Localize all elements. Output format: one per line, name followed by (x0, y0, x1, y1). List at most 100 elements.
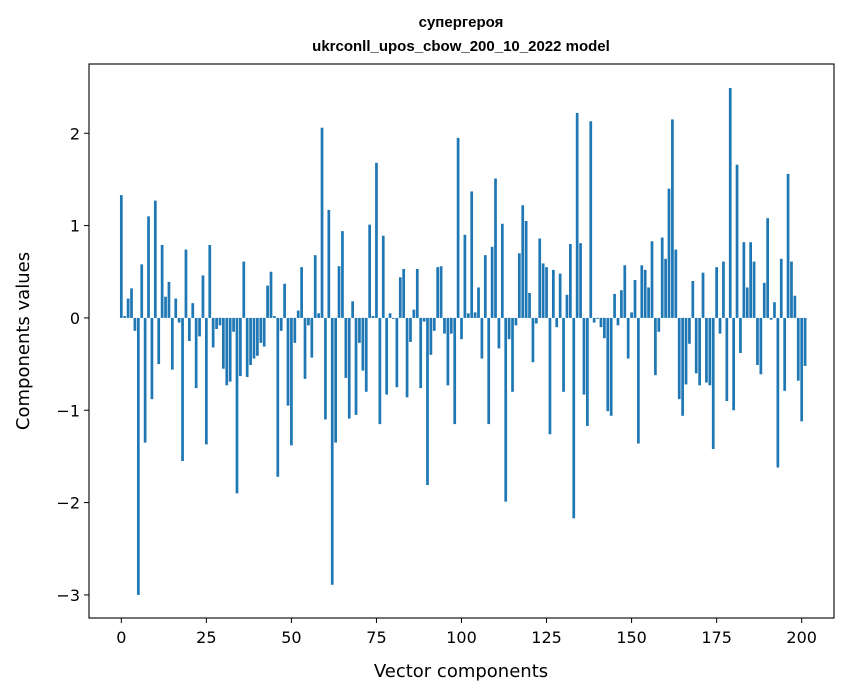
bar (657, 317, 661, 332)
bar (477, 287, 480, 318)
bar (790, 261, 793, 318)
bar (681, 317, 684, 416)
bar (310, 317, 314, 358)
bar (228, 317, 232, 382)
bar (320, 127, 324, 318)
bar (487, 317, 491, 425)
bar (586, 317, 589, 426)
bar (358, 317, 361, 343)
bar (514, 317, 518, 326)
bar (143, 317, 147, 443)
bar (164, 296, 167, 318)
bar (222, 317, 225, 369)
bar (211, 317, 215, 348)
bar (307, 317, 310, 326)
bar (606, 317, 610, 412)
bar (688, 317, 691, 344)
bar (674, 249, 678, 318)
bar (443, 317, 446, 334)
bar (545, 267, 548, 318)
bar (242, 261, 246, 318)
bar (208, 244, 212, 318)
bar (715, 267, 718, 318)
bar (388, 313, 392, 318)
bar (800, 317, 804, 422)
bar (803, 317, 807, 366)
bar (330, 317, 334, 585)
bar (422, 317, 426, 322)
bar (694, 317, 698, 374)
bar (249, 317, 252, 366)
bar (334, 317, 337, 443)
bar (630, 312, 633, 318)
bar (569, 244, 572, 318)
bar (742, 242, 746, 318)
bar (613, 293, 616, 318)
bar (398, 277, 402, 318)
bar (160, 244, 164, 318)
bar (341, 231, 344, 318)
bar (589, 121, 593, 318)
bar (548, 317, 552, 435)
bar (626, 317, 630, 359)
bar (235, 317, 239, 494)
bar (531, 317, 535, 363)
bar (463, 234, 467, 318)
bar (412, 309, 416, 318)
bar (752, 261, 756, 318)
bar (344, 317, 348, 378)
y-axis-label: Components values (13, 252, 34, 430)
bar (419, 317, 423, 389)
bar (654, 317, 657, 376)
bar (177, 317, 181, 323)
bar (232, 317, 235, 332)
bar (766, 218, 770, 318)
bar (572, 317, 576, 519)
bar (616, 317, 620, 326)
chart-title-line-2: ukrconll_upos_cbow_200_10_2022 model (312, 38, 610, 55)
bar (637, 317, 640, 444)
bar (245, 317, 249, 378)
bar (565, 294, 569, 318)
bar (426, 317, 429, 486)
bar (677, 317, 681, 400)
x-tick-label: 50 (281, 628, 301, 647)
bar (722, 261, 725, 318)
bar (494, 178, 497, 318)
bar (402, 268, 406, 318)
x-tick-label: 125 (531, 628, 562, 647)
y-tick-label: 2 (70, 124, 80, 143)
bar (130, 288, 133, 318)
bar-series (119, 88, 807, 595)
bar (354, 317, 358, 415)
bar (133, 317, 137, 331)
bar (170, 317, 174, 370)
x-axis-ticks: 0 25 50 75 100 125 150 175 200 (116, 618, 817, 647)
bar (620, 290, 623, 318)
bar (783, 317, 787, 391)
y-tick-label: 1 (70, 217, 80, 236)
bar (136, 317, 140, 595)
bar (596, 317, 599, 319)
bar (558, 273, 562, 318)
bar (633, 280, 637, 318)
bar (256, 317, 259, 356)
bar (705, 317, 708, 383)
bar (470, 191, 474, 318)
bar (361, 317, 365, 371)
bar (718, 317, 722, 334)
bar (429, 317, 433, 355)
bar (446, 317, 450, 386)
bar (283, 283, 286, 318)
bar (609, 317, 613, 416)
bar (123, 316, 127, 318)
y-axis-ticks: −3 −2 −1 0 1 2 (56, 124, 89, 605)
bar (313, 255, 317, 318)
bar (466, 313, 470, 318)
bar (392, 317, 395, 319)
bar (773, 302, 776, 318)
bar (759, 317, 763, 375)
x-tick-label: 200 (786, 628, 817, 647)
bar (157, 317, 161, 365)
